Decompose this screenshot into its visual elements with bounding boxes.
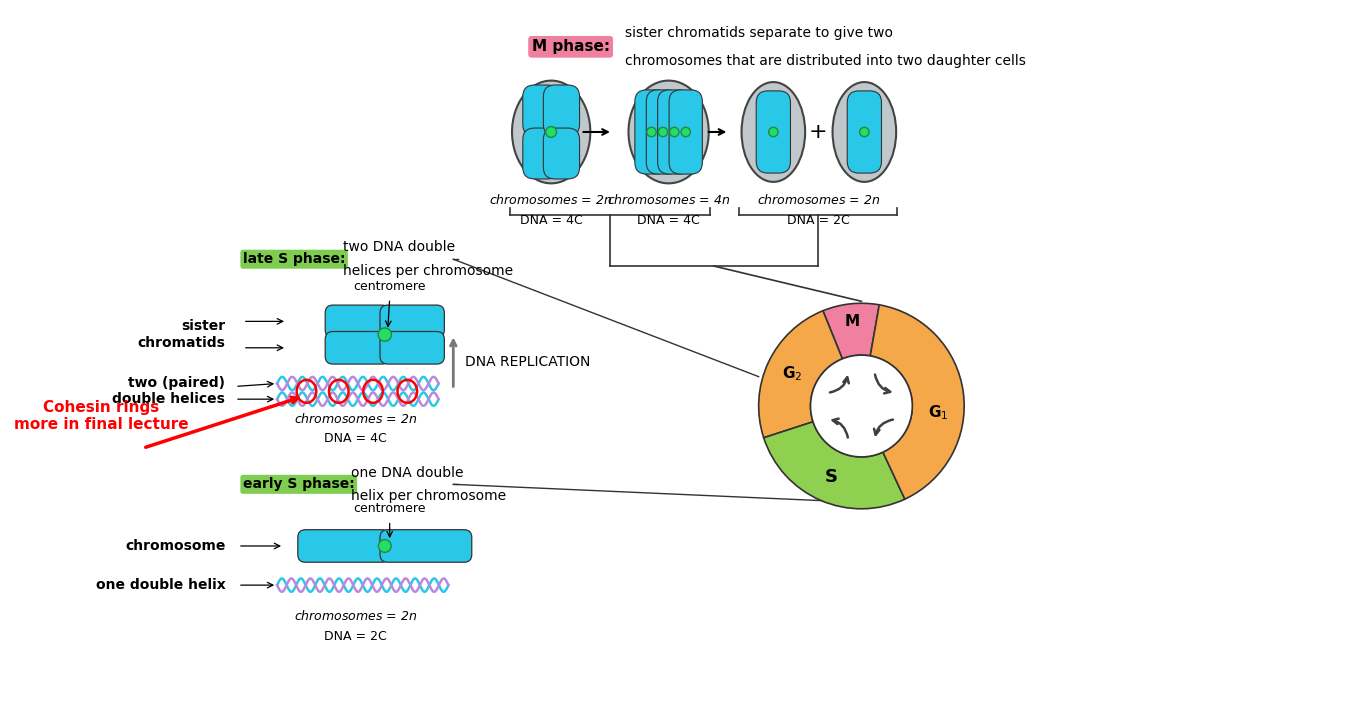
Text: chromosomes that are distributed into two daughter cells: chromosomes that are distributed into tw… (624, 53, 1025, 68)
Text: DNA = 2C: DNA = 2C (787, 214, 850, 227)
FancyBboxPatch shape (379, 530, 472, 562)
Circle shape (669, 127, 679, 136)
Wedge shape (764, 422, 904, 509)
Text: chromosomes = 4$n$: chromosomes = 4$n$ (607, 193, 730, 206)
FancyBboxPatch shape (522, 128, 559, 179)
Text: G$_1$: G$_1$ (928, 404, 948, 422)
Ellipse shape (511, 81, 590, 183)
Text: centromere: centromere (354, 280, 426, 293)
Text: +: + (809, 122, 828, 142)
FancyBboxPatch shape (646, 90, 680, 174)
Text: centromere: centromere (354, 503, 426, 516)
Text: Cohesin rings
more in final lecture: Cohesin rings more in final lecture (14, 399, 188, 432)
Text: chromosomes = 2$n$: chromosomes = 2$n$ (490, 193, 613, 206)
FancyBboxPatch shape (544, 85, 579, 136)
Circle shape (811, 355, 913, 457)
Text: S: S (826, 468, 838, 486)
Circle shape (647, 127, 656, 136)
Ellipse shape (741, 82, 805, 182)
Text: two DNA double: two DNA double (343, 240, 454, 254)
Circle shape (545, 126, 556, 137)
FancyBboxPatch shape (298, 530, 389, 562)
Text: G$_2$: G$_2$ (782, 364, 802, 383)
Text: DNA = 4C: DNA = 4C (324, 432, 386, 445)
FancyBboxPatch shape (847, 91, 881, 173)
FancyBboxPatch shape (658, 90, 691, 174)
Text: chromosomes = 2$n$: chromosomes = 2$n$ (756, 193, 880, 206)
Text: sister
chromatids: sister chromatids (137, 319, 226, 349)
Wedge shape (759, 310, 842, 438)
Ellipse shape (628, 81, 709, 183)
FancyBboxPatch shape (325, 305, 389, 338)
Text: M phase:: M phase: (532, 39, 609, 54)
FancyBboxPatch shape (669, 90, 702, 174)
Circle shape (658, 127, 668, 136)
Text: chromosome: chromosome (125, 539, 226, 553)
Circle shape (860, 127, 869, 136)
Text: DNA = 4C: DNA = 4C (638, 214, 700, 227)
Text: helices per chromosome: helices per chromosome (343, 264, 513, 278)
FancyBboxPatch shape (544, 128, 579, 179)
Text: late S phase:: late S phase: (243, 252, 345, 266)
Text: one double helix: one double helix (95, 578, 226, 592)
Wedge shape (870, 305, 964, 499)
FancyBboxPatch shape (635, 90, 668, 174)
Text: DNA = 4C: DNA = 4C (520, 214, 582, 227)
FancyBboxPatch shape (522, 85, 559, 136)
FancyBboxPatch shape (379, 331, 445, 364)
FancyBboxPatch shape (379, 305, 445, 338)
FancyBboxPatch shape (756, 91, 790, 173)
Text: DNA REPLICATION: DNA REPLICATION (465, 355, 590, 369)
Text: chromosomes = 2$n$: chromosomes = 2$n$ (294, 609, 418, 623)
Ellipse shape (832, 82, 896, 182)
Text: early S phase:: early S phase: (243, 477, 355, 491)
Wedge shape (823, 303, 880, 359)
Text: DNA = 2C: DNA = 2C (324, 630, 386, 643)
Text: one DNA double: one DNA double (351, 466, 462, 479)
Circle shape (378, 539, 392, 552)
Text: chromosomes = 2$n$: chromosomes = 2$n$ (294, 412, 418, 426)
Text: helix per chromosome: helix per chromosome (351, 489, 506, 503)
Circle shape (681, 127, 691, 136)
Circle shape (768, 127, 778, 136)
FancyBboxPatch shape (325, 331, 389, 364)
Text: M: M (845, 314, 860, 329)
Circle shape (378, 328, 392, 342)
Text: two (paired)
double helices: two (paired) double helices (113, 376, 226, 406)
Text: sister chromatids separate to give two: sister chromatids separate to give two (624, 26, 892, 40)
